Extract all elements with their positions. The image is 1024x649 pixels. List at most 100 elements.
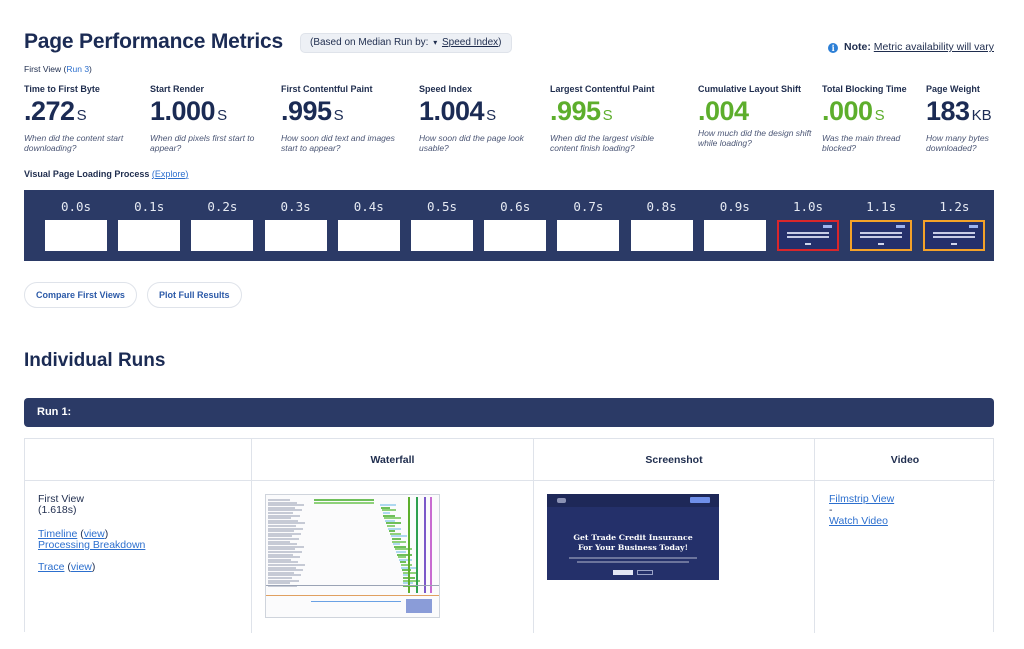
explore-link[interactable]: (Explore)	[152, 169, 189, 179]
filmstrip-frame[interactable]: 0.7s	[555, 190, 621, 261]
first-view-suffix: )	[89, 64, 92, 74]
frame-thumbnail-detail	[878, 243, 885, 245]
waterfall-request-label	[268, 579, 299, 582]
waterfall-request-label	[268, 569, 303, 572]
trace-paren-close: )	[91, 561, 96, 573]
waterfall-request-bar	[390, 535, 407, 538]
frame-thumbnail	[923, 220, 986, 251]
filmstrip-frame[interactable]: 0.8s	[629, 190, 695, 261]
frame-thumbnail	[45, 220, 107, 251]
screenshot-column: Screenshot Get Trade Credit Insurance Fo…	[534, 439, 815, 633]
frame-thumbnail-text-line	[787, 232, 829, 234]
frame-time: 0.7s	[573, 199, 604, 214]
waterfall-request-label	[268, 566, 296, 569]
filmstrip-frame[interactable]: 0.1s	[116, 190, 182, 261]
waterfall-request-bar	[396, 551, 406, 553]
frame-thumbnail	[337, 220, 400, 251]
plot-full-results-button[interactable]: Plot Full Results	[147, 282, 242, 308]
trace-view-link[interactable]: view	[70, 561, 92, 573]
filmstrip-frame[interactable]: 0.5s	[409, 190, 475, 261]
waterfall-column: Waterfall	[252, 439, 534, 633]
waterfall-request-bar	[403, 571, 418, 574]
frame-time: 1.1s	[866, 199, 897, 214]
visual-progress-label: Visual Page Loading Process (Explore)	[24, 169, 188, 179]
waterfall-request-label	[268, 545, 304, 548]
metric-unit: S	[76, 107, 87, 124]
column-header: Video	[815, 439, 995, 481]
filmstrip-frame[interactable]: 0.9s	[702, 190, 768, 261]
trace-paren-open: (	[64, 561, 71, 573]
waterfall-request-label	[268, 506, 295, 509]
timeline-view-link[interactable]: view	[83, 528, 105, 540]
metric-unit: S	[486, 107, 497, 124]
info-icon: i	[828, 43, 839, 53]
frame-thumbnail-text-line	[933, 232, 976, 234]
filmstrip-frame[interactable]: 0.6s	[482, 190, 548, 261]
frame-thumbnail	[630, 220, 693, 251]
first-view-details: First View (1.618s) Timeline (view) Proc…	[38, 494, 145, 573]
waterfall-request-label	[268, 558, 291, 561]
waterfall-request-bar	[379, 504, 396, 507]
screenshot-navbar	[547, 494, 719, 507]
waterfall-request-label	[268, 564, 305, 566]
frame-thumbnail	[557, 220, 620, 251]
frame-thumbnail-text-line	[933, 236, 976, 238]
waterfall-request-label	[268, 530, 294, 533]
metric-lcp: Largest Contentful Paint .995 S When did …	[550, 84, 670, 153]
screenshot-body-line	[569, 557, 697, 559]
screenshot-thumbnail[interactable]: Get Trade Credit Insurance For Your Busi…	[547, 494, 719, 580]
waterfall-request-bar	[395, 548, 413, 551]
filmstrip-frame[interactable]: 0.3s	[263, 190, 329, 261]
metric-description: How much did the design shift while load…	[698, 128, 812, 148]
waterfall-request-label	[268, 540, 290, 543]
metric-value: .995 S	[281, 96, 401, 131]
waterfall-request-bar	[392, 540, 407, 543]
waterfall-request-bar	[382, 512, 390, 514]
median-prefix: (Based on Median Run by:	[310, 37, 429, 48]
metric-label: Start Render	[150, 84, 205, 94]
waterfall-event-marker	[430, 497, 432, 593]
metric-number: 1.004	[419, 96, 485, 126]
watch-video-link[interactable]: Watch Video	[829, 515, 888, 527]
compare-first-views-button[interactable]: Compare First Views	[24, 282, 137, 308]
frame-time: 0.0s	[60, 199, 92, 214]
metric-label: Page Weight	[926, 84, 980, 94]
waterfall-request-bar	[385, 519, 396, 522]
median-metric-link[interactable]: Speed Index	[441, 37, 499, 48]
waterfall-request-bar	[381, 509, 396, 512]
metric-number: .995	[550, 96, 601, 126]
processing-breakdown-link[interactable]: Processing Breakdown	[38, 539, 146, 551]
first-view-caption: First View (Run 3)	[24, 64, 92, 74]
waterfall-request-bar	[402, 569, 412, 572]
filmstrip-frame[interactable]: 0.2s	[189, 190, 255, 261]
metric-label: First Contentful Paint	[281, 84, 373, 94]
median-run-selector[interactable]: (Based on Median Run by: ▾ Speed Index)	[300, 33, 512, 53]
frame-thumbnail-text-line	[787, 236, 829, 238]
metric-start-render: Start Render 1.000 S When did pixels firs…	[150, 84, 270, 153]
filmstrip-frame[interactable]: 0.4s	[336, 190, 402, 261]
waterfall-event-marker	[416, 497, 418, 593]
filmstrip-frame[interactable]: 1.1s	[848, 190, 914, 261]
timeline-row: Timeline (view)	[38, 529, 145, 540]
filmstrip-frame[interactable]: 1.2s	[921, 190, 987, 261]
waterfall-event-marker	[424, 497, 426, 593]
filmstrip-frame[interactable]: 1.0s	[775, 190, 841, 261]
note-text[interactable]: Metric availability will vary	[873, 41, 994, 53]
filmstrip-frame[interactable]: 0.0s	[43, 190, 109, 261]
frame-thumbnail-detail	[896, 225, 906, 228]
waterfall-request-label	[268, 548, 295, 551]
trace-link[interactable]: Trace	[38, 561, 65, 573]
metric-description: How many bytes downloaded?	[926, 133, 989, 153]
waterfall-request-bar	[403, 574, 411, 577]
screenshot-cta	[690, 497, 710, 503]
median-run-link[interactable]: Run 3	[66, 64, 90, 74]
waterfall-request-bar	[389, 532, 401, 535]
metric-page-weight: Page Weight 183 KB How many bytes downloa…	[926, 84, 998, 153]
waterfall-thumbnail[interactable]	[265, 494, 440, 618]
waterfall-request-label	[268, 551, 302, 553]
metric-value: .004	[698, 96, 818, 126]
timeline-link[interactable]: Timeline	[38, 528, 78, 540]
metric-value: .995 S	[550, 96, 670, 131]
filmstrip-view-link[interactable]: Filmstrip View	[829, 493, 895, 505]
waterfall-bandwidth-line	[311, 601, 401, 602]
